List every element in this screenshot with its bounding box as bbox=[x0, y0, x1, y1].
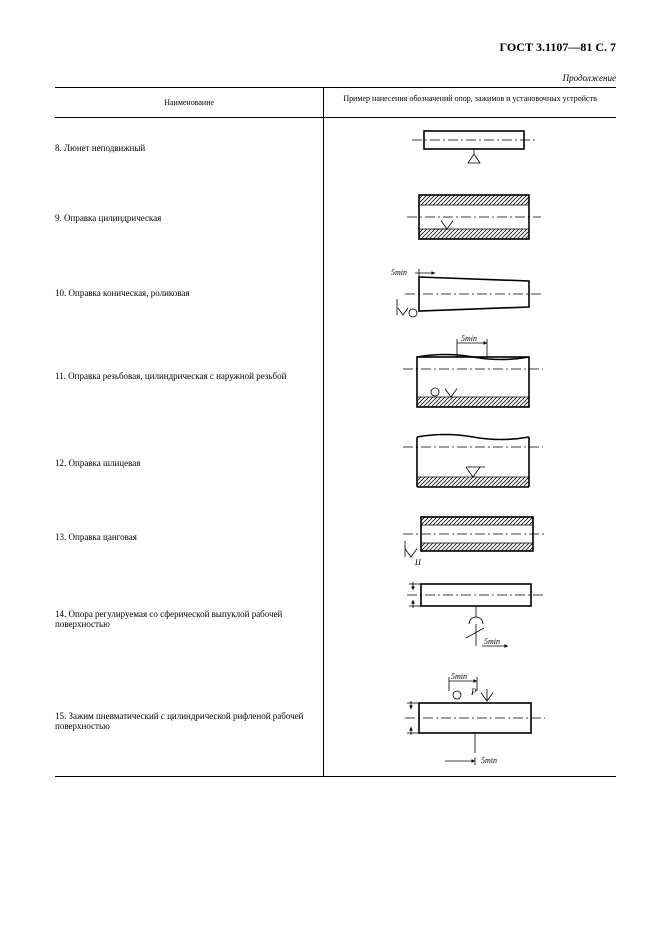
table-row: 11. Оправка резьбовая, цилиндрическая с … bbox=[55, 328, 616, 423]
row-label: 9. Оправка цилиндрическая bbox=[55, 178, 324, 258]
svg-text:5min: 5min bbox=[391, 268, 407, 277]
svg-text:5min: 5min bbox=[481, 756, 497, 765]
row-label: 15. Зажим пневматический с цилиндрическо… bbox=[55, 666, 324, 776]
row-label: 10. Оправка коническая, роликовая bbox=[55, 258, 324, 328]
row-diagram: Ц bbox=[324, 503, 616, 571]
row-label: 12. Оправка шлицевая bbox=[55, 423, 324, 503]
row-diagram: 5min bbox=[324, 571, 616, 666]
table-row: 12. Оправка шлицевая bbox=[55, 423, 616, 503]
row-label: 13. Оправка цанговая bbox=[55, 503, 324, 571]
table-row: 8. Люнет неподвижный bbox=[55, 118, 616, 178]
svg-text:Ц: Ц bbox=[414, 558, 422, 565]
svg-text:5min: 5min bbox=[451, 672, 467, 681]
main-table: Наименование Пример нанесения обозначени… bbox=[55, 87, 616, 777]
svg-text:P: P bbox=[470, 687, 477, 697]
table-header-row: Наименование Пример нанесения обозначени… bbox=[55, 88, 616, 118]
row-label: 14. Опора регулируемая со сферической вы… bbox=[55, 571, 324, 666]
continuation-label: Продолжение bbox=[55, 73, 616, 83]
row-diagram bbox=[324, 423, 616, 503]
table-row: 15. Зажим пневматический с цилиндрическо… bbox=[55, 666, 616, 776]
table-row: 14. Опора регулируемая со сферической вы… bbox=[55, 571, 616, 666]
row-diagram: P5min5min bbox=[324, 666, 616, 776]
row-diagram bbox=[324, 118, 616, 178]
table-row: 13. Оправка цанговая Ц bbox=[55, 503, 616, 571]
document-header: ГОСТ 3.1107—81 С. 7 bbox=[55, 40, 616, 55]
row-label: 11. Оправка резьбовая, цилиндрическая с … bbox=[55, 328, 324, 423]
svg-text:5min: 5min bbox=[484, 637, 500, 646]
row-diagram: 5min bbox=[324, 328, 616, 423]
row-diagram bbox=[324, 178, 616, 258]
row-label: 8. Люнет неподвижный bbox=[55, 118, 324, 178]
row-diagram: 5min bbox=[324, 258, 616, 328]
col-header-name: Наименование bbox=[55, 88, 324, 117]
col-header-example: Пример нанесения обозначений опор, зажим… bbox=[324, 88, 616, 117]
table-row: 9. Оправка цилиндрическая bbox=[55, 178, 616, 258]
svg-text:5min: 5min bbox=[461, 334, 477, 343]
table-row: 10. Оправка коническая, роликовая 5min bbox=[55, 258, 616, 328]
